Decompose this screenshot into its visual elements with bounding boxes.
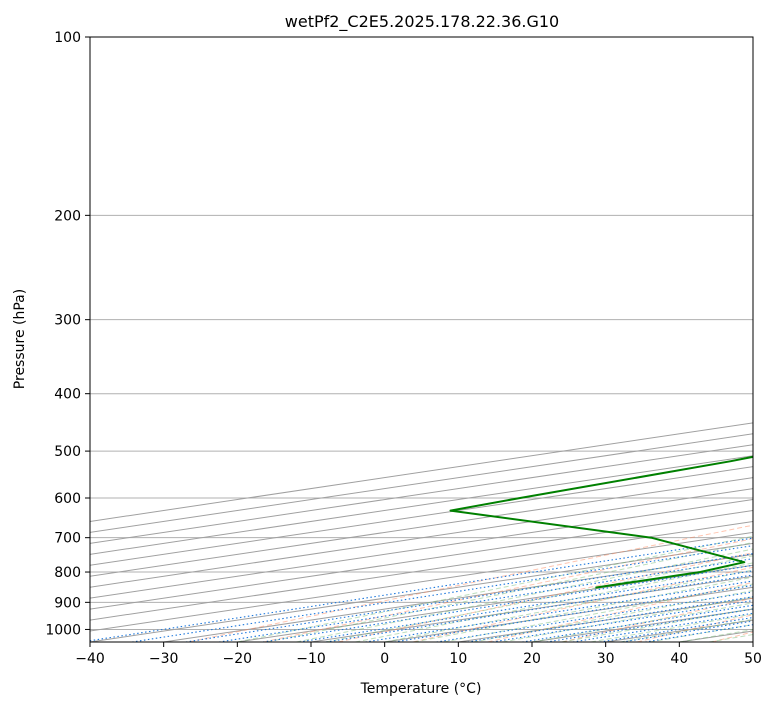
- plot-background: [90, 37, 753, 642]
- plot-frame: [89, 36, 754, 643]
- x-tick-label: −30: [149, 651, 179, 667]
- isotherm-line: [90, 444, 753, 544]
- isotherm-line: [90, 509, 753, 610]
- x-tick-label: 20: [523, 651, 541, 667]
- moist-adiabat: [384, 569, 753, 642]
- dry-adiabat: [188, 524, 753, 642]
- mixing-ratio-line: [299, 570, 753, 642]
- isotherm-line: [90, 499, 753, 599]
- x-tick-label: −10: [296, 651, 326, 667]
- moist-adiabat: [325, 555, 753, 642]
- y-tick-label: 900: [54, 595, 81, 611]
- y-tick-label: 100: [54, 30, 81, 46]
- x-tick-label: −20: [223, 651, 253, 667]
- dry-adiabat: [562, 597, 753, 642]
- dry-adiabat: [412, 566, 753, 642]
- y-tick-label: 800: [54, 565, 81, 581]
- mixing-ratio-line: [365, 580, 753, 642]
- profile-line-2: [449, 455, 753, 589]
- isotherm-line: [752, 641, 753, 642]
- x-tick-label: 10: [449, 651, 467, 667]
- x-tick-label: 0: [380, 651, 389, 667]
- moist-adiabat: [355, 562, 753, 642]
- y-tick-label: 400: [54, 387, 81, 403]
- mixing-ratio-line: [325, 574, 753, 642]
- chart-title: wetPf2_C2E5.2025.178.22.36.G10: [285, 12, 559, 32]
- isotherm-line: [90, 477, 753, 577]
- x-axis-label: Temperature (°C): [360, 681, 482, 697]
- y-tick-label: 700: [54, 531, 81, 547]
- moist-adiabat: [502, 596, 753, 642]
- isotherm-line: [90, 531, 753, 632]
- moist-adiabat: [443, 583, 753, 642]
- moist-adiabat: [296, 548, 753, 642]
- isotherm-line: [90, 520, 753, 621]
- isotherm-line: [90, 488, 753, 588]
- isotherm-line: [90, 466, 753, 566]
- y-tick-label: 500: [54, 444, 81, 460]
- y-tick-label: 300: [54, 313, 81, 329]
- mixing-ratio-line: [394, 584, 753, 642]
- y-axis-label: Pressure (hPa): [12, 289, 28, 389]
- moist-adiabat: [237, 535, 753, 642]
- isotherm-line: [90, 455, 753, 555]
- dry-adiabat: [338, 552, 753, 642]
- x-tick-label: −40: [75, 651, 105, 667]
- y-tick-label: 200: [54, 208, 81, 224]
- x-tick-label: 30: [597, 651, 615, 667]
- y-tick-label: 600: [54, 491, 81, 507]
- y-tick-label: 1000: [45, 622, 81, 638]
- x-tick-label: 50: [744, 651, 762, 667]
- x-tick-label: 40: [670, 651, 688, 667]
